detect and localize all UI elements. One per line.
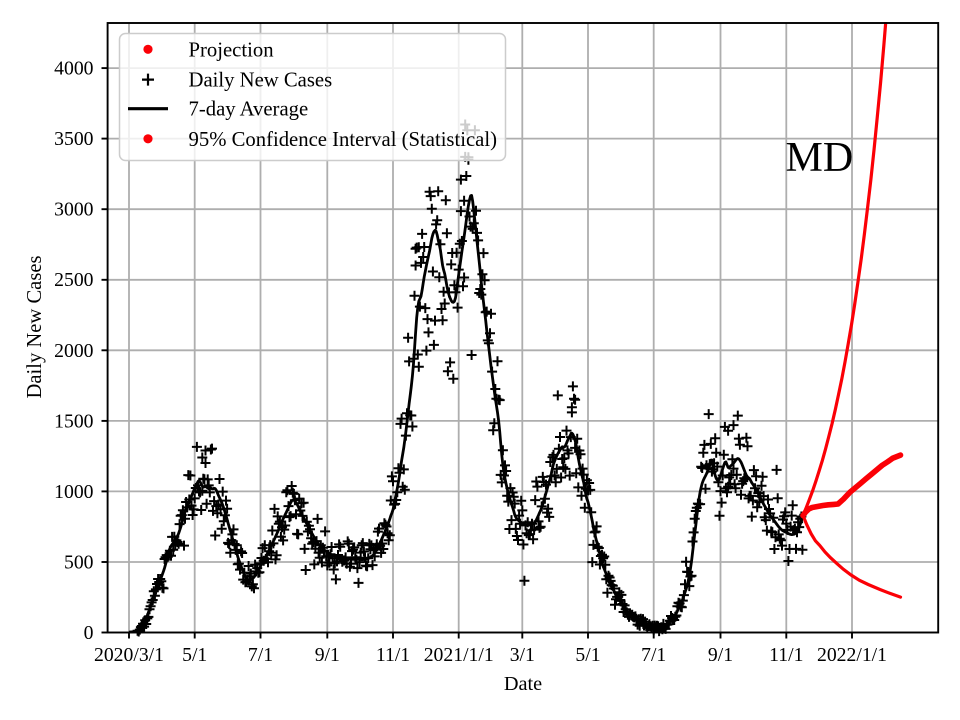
- svg-text:2021/1/1: 2021/1/1: [424, 644, 494, 666]
- svg-text:500: 500: [64, 552, 94, 574]
- svg-text:MD: MD: [786, 135, 854, 181]
- svg-text:3000: 3000: [54, 199, 94, 221]
- svg-text:2022/1/1: 2022/1/1: [817, 644, 887, 666]
- svg-text:3500: 3500: [54, 128, 94, 150]
- svg-text:9/1: 9/1: [315, 644, 340, 666]
- svg-text:7/1: 7/1: [641, 644, 666, 666]
- svg-text:5/1: 5/1: [182, 644, 207, 666]
- svg-text:95% Confidence Interval (Stati: 95% Confidence Interval (Statistical): [189, 129, 497, 151]
- svg-text:5/1: 5/1: [575, 644, 600, 666]
- svg-text:9/1: 9/1: [708, 644, 733, 666]
- svg-text:Date: Date: [504, 673, 542, 695]
- svg-text:3/1: 3/1: [510, 644, 535, 666]
- svg-text:Daily New Cases: Daily New Cases: [189, 70, 333, 92]
- svg-text:11/1: 11/1: [376, 644, 410, 666]
- svg-text:0: 0: [84, 622, 94, 644]
- svg-text:11/1: 11/1: [769, 644, 803, 666]
- svg-text:1000: 1000: [54, 481, 94, 503]
- svg-text:Projection: Projection: [189, 39, 275, 61]
- svg-text:4000: 4000: [54, 58, 94, 80]
- svg-text:2020/3/1: 2020/3/1: [94, 644, 164, 666]
- svg-text:Daily New Cases: Daily New Cases: [24, 256, 46, 399]
- svg-text:1500: 1500: [54, 410, 94, 432]
- svg-text:2500: 2500: [54, 269, 94, 291]
- svg-text:7/1: 7/1: [248, 644, 273, 666]
- svg-text:7-day Average: 7-day Average: [189, 99, 309, 121]
- svg-text:2000: 2000: [54, 340, 94, 362]
